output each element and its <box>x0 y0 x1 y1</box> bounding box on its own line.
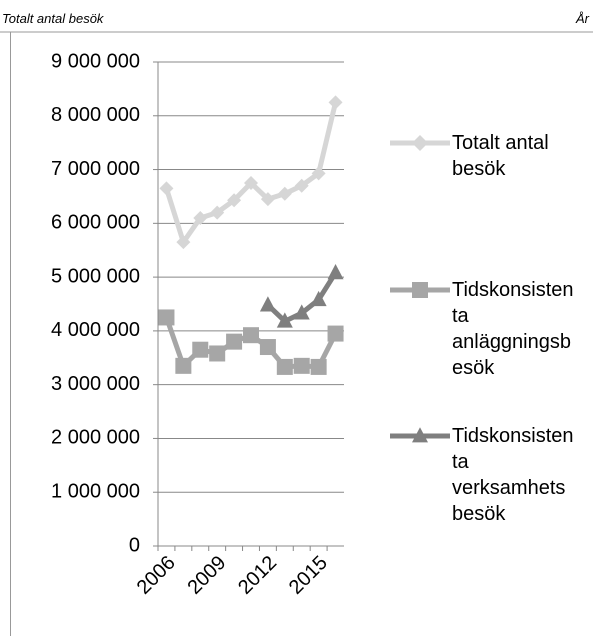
marker <box>259 339 276 356</box>
legend-label: Totalt antal besök <box>452 132 549 180</box>
marker <box>311 166 326 181</box>
marker <box>293 304 310 320</box>
y-tick-label: 8 000 000 <box>51 104 140 126</box>
marker <box>327 264 344 280</box>
y-tick-label: 2 000 000 <box>51 427 140 449</box>
series-line <box>164 101 338 245</box>
marker <box>244 176 258 190</box>
x-tick-label: 2009 <box>183 552 230 599</box>
marker <box>175 357 192 374</box>
marker <box>260 192 275 207</box>
x-tick-label: 2012 <box>234 552 281 599</box>
marker <box>277 186 292 201</box>
legend-label: Tidskonsistenta verksamhetsbesök <box>452 425 574 525</box>
legend-marker <box>412 135 428 151</box>
x-axis-label: År <box>576 11 589 26</box>
marker <box>310 290 327 307</box>
legend-marker <box>412 282 428 298</box>
x-tick-label: 2006 <box>133 552 180 599</box>
marker <box>259 296 276 312</box>
marker <box>210 205 225 220</box>
marker <box>176 235 191 250</box>
marker <box>276 312 293 328</box>
marker <box>293 357 310 374</box>
marker <box>310 358 327 375</box>
y-tick-label: 3 000 000 <box>51 373 140 395</box>
y-tick-label: 1 000 000 <box>51 481 140 503</box>
y-tick-label: 5 000 000 <box>51 265 140 287</box>
marker <box>294 178 309 193</box>
marker <box>159 181 174 196</box>
marker <box>158 309 175 326</box>
marker <box>209 345 226 362</box>
y-tick-label: 9 000 000 <box>51 50 140 72</box>
y-tick-label: 0 <box>129 534 140 556</box>
marker <box>243 327 259 344</box>
marker <box>328 95 343 110</box>
legend-marker <box>412 427 428 443</box>
y-tick-label: 6 000 000 <box>51 212 140 234</box>
y-tick-label: 4 000 000 <box>51 319 140 341</box>
y-axis-label: Totalt antal besök <box>2 11 104 26</box>
marker <box>193 210 208 225</box>
marker <box>192 341 209 358</box>
legend-label: Tidskonsistenta anläggningsbesök <box>452 279 574 379</box>
marker <box>327 325 344 342</box>
marker <box>227 193 242 208</box>
marker <box>226 333 243 350</box>
x-tick-label: 2015 <box>285 552 332 599</box>
y-tick-label: 7 000 000 <box>51 158 140 180</box>
marker <box>276 358 293 375</box>
